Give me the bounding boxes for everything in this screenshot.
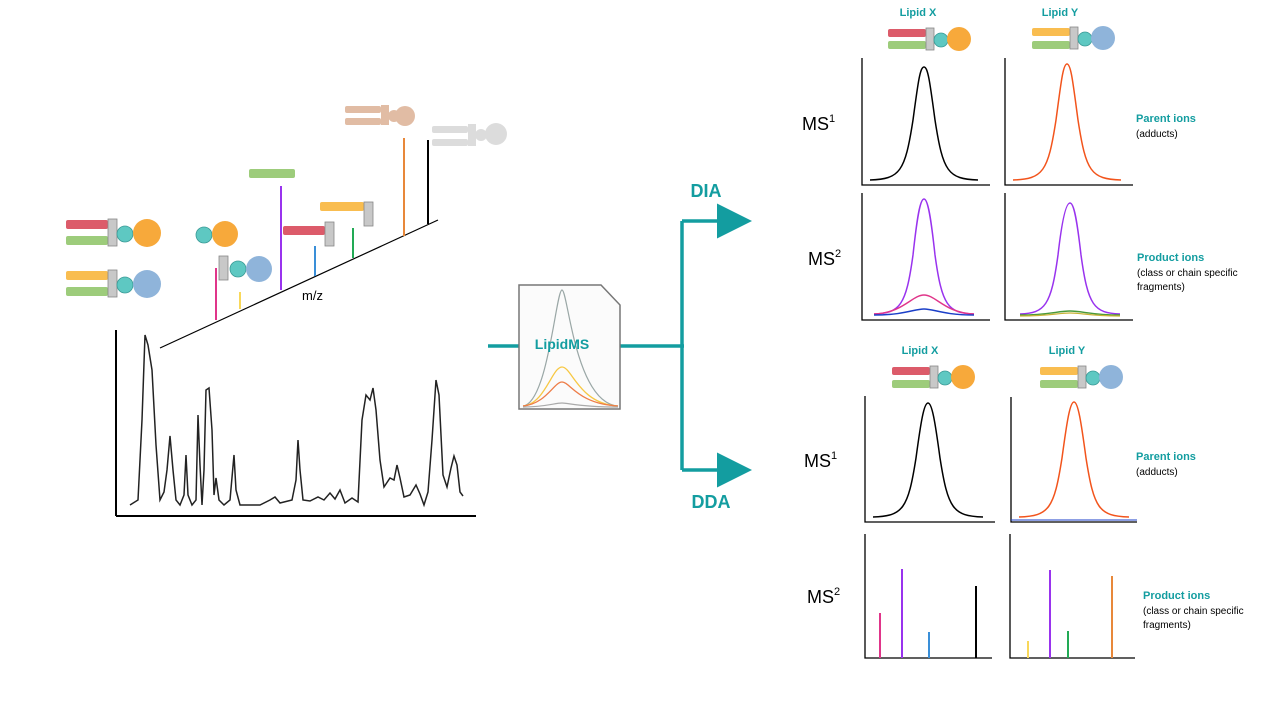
- parent-ions-title: Parent ions: [1136, 451, 1196, 463]
- lipidms-document-icon: LipidMS: [518, 284, 621, 410]
- lipid-x-label: Lipid X: [902, 345, 939, 357]
- product-ions-title: Product ions: [1143, 590, 1210, 602]
- lipid-icon-red-green-orange: [66, 218, 161, 247]
- fragment-icon-red-chain: [283, 221, 335, 247]
- product-ions-line1: (class or chain specific: [1137, 268, 1238, 279]
- mz-axis: [159, 219, 439, 349]
- lipid-icon-faded-orange: [345, 105, 415, 126]
- mz-axis-label: m/z: [302, 288, 323, 303]
- ms1-peak: [869, 66, 979, 181]
- product-ions-line2: fragments): [1137, 282, 1185, 293]
- chromatogram-panel: m/z: [66, 105, 507, 517]
- dia-ms2-lipid-y-plot: [1004, 193, 1133, 321]
- ms1-peak: [1012, 63, 1122, 181]
- parent-ions-sub: (adducts): [1136, 467, 1178, 478]
- lipid-x-icon: [888, 27, 971, 51]
- lipid-icon-yellow-green-blue: [66, 269, 161, 298]
- ms2-label: MS2: [807, 586, 840, 607]
- ms2-trace: [1019, 310, 1121, 316]
- dia-ms1-lipid-x-plot: [861, 58, 990, 186]
- ms2-trace: [873, 198, 975, 315]
- ms2-trace: [1019, 202, 1121, 315]
- ms2-trace: [1019, 312, 1121, 317]
- lipidms-label: LipidMS: [535, 336, 589, 352]
- lipidms-flow: LipidMS DIA DDA: [488, 181, 752, 512]
- ms1-label: MS1: [802, 113, 835, 134]
- dia-ms1-lipid-y-plot: [1004, 58, 1133, 186]
- parent-ions-title: Parent ions: [1136, 113, 1196, 125]
- ms1-peak: [872, 402, 984, 518]
- dia-ms2-lipid-x-plot: [861, 193, 990, 321]
- ms1-label: MS1: [804, 450, 837, 471]
- lipid-y-label: Lipid Y: [1042, 7, 1079, 19]
- fragment-icon-headgroup-orange: [195, 221, 238, 247]
- dda-ms2-lipid-x-plot: [864, 534, 992, 659]
- ms2-trace: [873, 294, 975, 315]
- fragment-icon-yellow-chain: [320, 201, 374, 227]
- lipid-x-label: Lipid X: [900, 7, 937, 19]
- chromatogram-trace: [129, 334, 464, 508]
- dda-label: DDA: [692, 492, 731, 512]
- dda-ms1-lipid-y-plot: [1010, 397, 1137, 523]
- dia-label: DIA: [691, 181, 722, 201]
- lipid-y-icon: [1032, 26, 1115, 50]
- dda-ms1-lipid-x-plot: [864, 396, 995, 523]
- product-ions-line2: fragments): [1143, 620, 1191, 631]
- ms2-trace: [873, 308, 975, 316]
- lipid-y-label: Lipid Y: [1049, 345, 1086, 357]
- product-ions-line1: (class or chain specific: [1143, 606, 1244, 617]
- parent-ions-sub: (adducts): [1136, 129, 1178, 140]
- ms2-label: MS2: [808, 248, 841, 269]
- dia-panel: Lipid X Lipid Y MS1 MS2 Parent io: [802, 7, 1238, 321]
- fragment-icon-green-chain: [249, 169, 295, 178]
- lipid-y-icon: [1040, 365, 1123, 389]
- dda-panel: Lipid X Lipid Y MS1 MS2 Pa: [804, 345, 1244, 659]
- ms1-peak: [1018, 401, 1130, 518]
- dda-ms2-lipid-y-plot: [1009, 534, 1135, 659]
- fragment-icon-headgroup-blue: [218, 255, 272, 282]
- lipid-icon-faded-gray: [432, 123, 507, 146]
- lipid-x-icon: [892, 365, 975, 389]
- product-ions-title: Product ions: [1137, 252, 1204, 264]
